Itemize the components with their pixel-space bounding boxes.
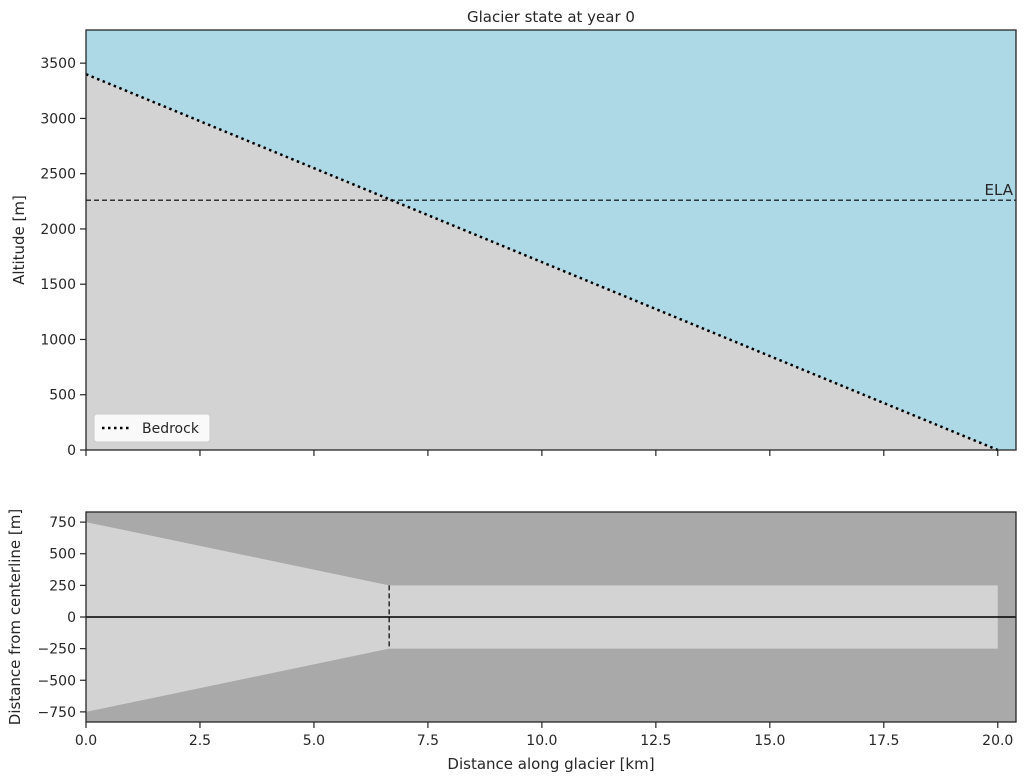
bottom-y-tick-label-6: 750 (49, 515, 76, 531)
bedrock-line (85, 73, 999, 452)
legend-bedrock-label: Bedrock (142, 421, 200, 437)
bottom-x-tick-label-6: 15.0 (754, 733, 785, 749)
top-y-tick-label-6: 3000 (40, 111, 76, 127)
bottom-y-axis-label: Distance from centerline [m] (6, 509, 24, 725)
top-y-axis-label: Altitude [m] (10, 195, 28, 285)
chart-title: Glacier state at year 0 (467, 8, 635, 26)
top-y-tick-label-5: 2500 (40, 167, 76, 183)
bottom-y-tick-label-2: −250 (38, 642, 76, 658)
bottom-y-ticks: −750 −500 −250 0 250 500 750 (38, 515, 86, 721)
top-y-tick-label-3: 1500 (40, 277, 76, 293)
bottom-x-tick-label-2: 5.0 (303, 733, 325, 749)
bottom-x-tick-label-0: 0.0 (75, 733, 97, 749)
bottom-panel: 0.0 2.5 5.0 7.5 10.0 12.5 15.0 17.5 20.0 −750 −50… (6, 509, 1017, 773)
bottom-x-ticks: 0.0 2.5 5.0 7.5 10.0 12.5 15.0 17.5 20.0 (75, 722, 1013, 749)
top-y-tick-label-0: 0 (67, 443, 76, 459)
legend: Bedrock (93, 413, 211, 443)
top-y-ticks: 0 500 1000 1500 2000 2500 3000 3500 (40, 56, 86, 459)
top-panel: ELA 0 500 1000 1500 2000 2500 3000 3500 Glacier… (10, 8, 1017, 459)
legend-box (93, 413, 211, 443)
bottom-y-tick-label-5: 500 (49, 547, 76, 563)
bottom-x-tick-label-7: 17.5 (868, 733, 899, 749)
bottom-y-tick-label-1: −500 (38, 673, 76, 689)
bottom-y-tick-label-0: −750 (38, 705, 76, 721)
x-axis-label: Distance along glacier [km] (447, 755, 654, 773)
bottom-x-tick-label-5: 12.5 (640, 733, 671, 749)
bottom-y-tick-label-4: 250 (49, 578, 76, 594)
bottom-x-tick-label-3: 7.5 (417, 733, 439, 749)
top-y-tick-label-4: 2000 (40, 222, 76, 238)
bottom-y-tick-label-3: 0 (67, 610, 76, 626)
top-x-ticks (85, 450, 999, 456)
bottom-x-tick-label-1: 2.5 (189, 733, 211, 749)
ela-label: ELA (985, 181, 1014, 199)
top-axes-frame (85, 29, 1017, 451)
top-y-tick-label-1: 500 (49, 388, 76, 404)
top-y-tick-label-7: 3500 (40, 56, 76, 72)
top-y-tick-label-2: 1000 (40, 332, 76, 348)
bottom-x-tick-label-4: 10.0 (526, 733, 557, 749)
bottom-x-tick-label-8: 20.0 (982, 733, 1013, 749)
